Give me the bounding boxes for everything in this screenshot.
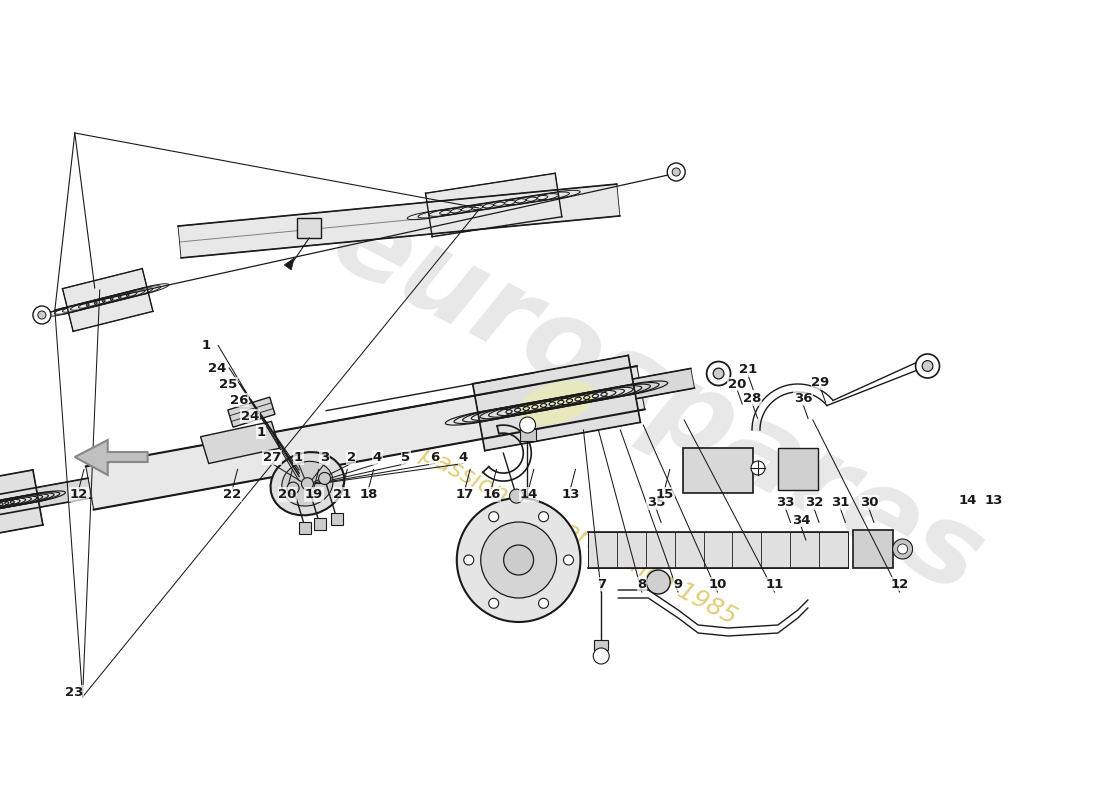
- Text: 26: 26: [230, 394, 249, 406]
- Polygon shape: [63, 269, 153, 331]
- Text: 22: 22: [223, 488, 242, 501]
- Text: 2: 2: [346, 451, 355, 464]
- Ellipse shape: [518, 381, 595, 426]
- Text: 4: 4: [373, 451, 382, 464]
- Circle shape: [892, 539, 913, 559]
- Circle shape: [287, 482, 299, 494]
- Circle shape: [563, 555, 573, 565]
- Circle shape: [504, 545, 534, 575]
- Text: 21: 21: [333, 488, 351, 501]
- FancyBboxPatch shape: [519, 429, 536, 441]
- Text: 19: 19: [305, 488, 323, 501]
- Circle shape: [33, 306, 51, 324]
- Polygon shape: [588, 532, 848, 568]
- Text: 34: 34: [792, 514, 810, 526]
- Text: 8: 8: [637, 578, 647, 590]
- Polygon shape: [473, 355, 640, 450]
- Circle shape: [713, 368, 724, 379]
- Polygon shape: [86, 366, 645, 510]
- Text: 11: 11: [766, 578, 783, 590]
- Text: 14: 14: [958, 494, 977, 506]
- Polygon shape: [426, 174, 562, 237]
- Circle shape: [488, 598, 498, 608]
- Polygon shape: [228, 397, 275, 427]
- FancyBboxPatch shape: [331, 513, 343, 525]
- Circle shape: [672, 168, 680, 176]
- Text: 20: 20: [728, 378, 747, 390]
- Text: 23: 23: [65, 686, 84, 698]
- Circle shape: [751, 461, 764, 475]
- Polygon shape: [683, 448, 754, 493]
- Ellipse shape: [282, 462, 333, 506]
- Text: 10: 10: [708, 578, 727, 590]
- Text: 12: 12: [70, 488, 88, 501]
- Text: 1: 1: [294, 451, 302, 464]
- Text: 35: 35: [647, 496, 666, 509]
- Text: 20: 20: [278, 488, 297, 501]
- Text: a passion for parts since 1985: a passion for parts since 1985: [396, 430, 741, 630]
- Text: 29: 29: [812, 376, 829, 389]
- Circle shape: [706, 362, 730, 386]
- FancyBboxPatch shape: [314, 518, 326, 530]
- Text: 1: 1: [256, 426, 266, 438]
- Circle shape: [509, 489, 524, 503]
- Text: 24: 24: [241, 410, 260, 422]
- FancyBboxPatch shape: [299, 522, 311, 534]
- Text: eurospares: eurospares: [315, 182, 1002, 618]
- Circle shape: [519, 417, 536, 433]
- Circle shape: [464, 555, 474, 565]
- Polygon shape: [75, 440, 147, 475]
- Ellipse shape: [271, 452, 344, 515]
- Circle shape: [647, 570, 670, 594]
- FancyBboxPatch shape: [297, 218, 321, 238]
- Text: 32: 32: [805, 496, 823, 509]
- Circle shape: [539, 512, 549, 522]
- Circle shape: [488, 512, 498, 522]
- Text: 13: 13: [561, 488, 580, 501]
- Polygon shape: [200, 422, 279, 463]
- Circle shape: [915, 354, 939, 378]
- Circle shape: [456, 498, 581, 622]
- Text: 24: 24: [208, 362, 227, 374]
- Text: 13: 13: [984, 494, 1003, 506]
- Polygon shape: [0, 470, 43, 542]
- Text: 27: 27: [263, 451, 282, 464]
- Circle shape: [319, 473, 331, 485]
- Text: 36: 36: [794, 392, 812, 405]
- Polygon shape: [632, 369, 694, 398]
- Text: 16: 16: [482, 488, 500, 501]
- Circle shape: [481, 522, 557, 598]
- Circle shape: [37, 311, 46, 319]
- Text: 1: 1: [201, 339, 211, 352]
- Text: 12: 12: [891, 578, 909, 590]
- Polygon shape: [284, 258, 294, 270]
- Text: 3: 3: [320, 451, 329, 464]
- Polygon shape: [778, 448, 817, 490]
- Text: 15: 15: [656, 488, 674, 501]
- Circle shape: [539, 598, 549, 608]
- Text: 33: 33: [777, 496, 795, 509]
- Circle shape: [922, 361, 933, 371]
- Text: 4: 4: [459, 451, 468, 464]
- Text: 28: 28: [744, 392, 762, 405]
- Text: 30: 30: [859, 496, 878, 509]
- Circle shape: [301, 478, 314, 490]
- Text: 31: 31: [832, 496, 849, 509]
- Polygon shape: [178, 184, 620, 258]
- Text: 7: 7: [596, 578, 606, 590]
- Text: 6: 6: [430, 451, 439, 464]
- FancyBboxPatch shape: [852, 530, 892, 568]
- Text: 5: 5: [402, 451, 410, 464]
- Text: 9: 9: [673, 578, 683, 590]
- Text: 17: 17: [456, 488, 474, 501]
- FancyBboxPatch shape: [594, 640, 608, 650]
- Text: 18: 18: [360, 488, 377, 501]
- Text: 21: 21: [739, 363, 757, 376]
- Circle shape: [668, 163, 685, 181]
- Text: 25: 25: [219, 378, 238, 390]
- Polygon shape: [0, 478, 91, 524]
- Circle shape: [898, 544, 907, 554]
- Text: 14: 14: [519, 488, 538, 501]
- Circle shape: [593, 648, 609, 664]
